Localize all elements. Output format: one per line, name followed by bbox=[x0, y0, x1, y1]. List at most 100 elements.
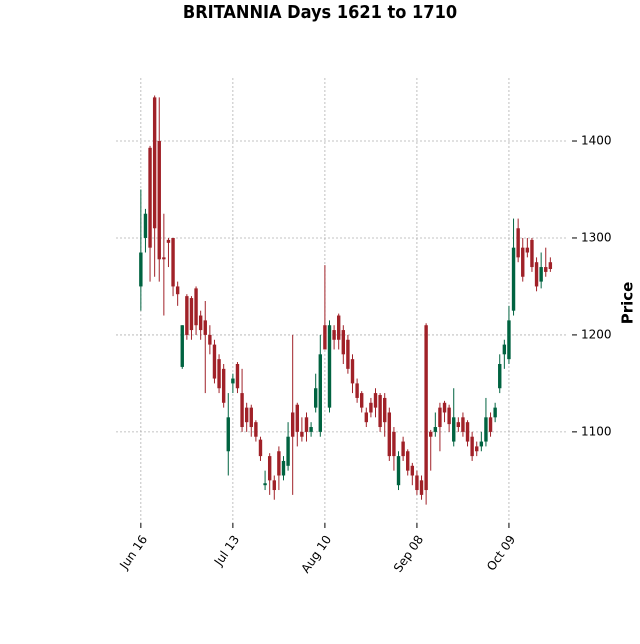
candle-body bbox=[258, 439, 263, 457]
candle-body bbox=[143, 213, 148, 238]
candle-body bbox=[231, 378, 235, 384]
candle-body bbox=[194, 288, 198, 326]
candle-body bbox=[424, 325, 428, 491]
candle-body bbox=[488, 417, 493, 432]
candle-body bbox=[378, 395, 382, 428]
candle-body bbox=[249, 407, 253, 428]
candle-body bbox=[263, 483, 267, 486]
candle-body bbox=[452, 417, 456, 442]
candle-body bbox=[493, 407, 497, 418]
candle-body bbox=[313, 388, 318, 408]
candle-body bbox=[396, 456, 401, 486]
candle-body bbox=[479, 441, 484, 447]
candle-body bbox=[415, 475, 419, 491]
candle-body bbox=[240, 393, 244, 428]
candle-body bbox=[383, 397, 387, 423]
candle-body bbox=[226, 417, 230, 452]
candle-body bbox=[470, 436, 474, 457]
candle-body bbox=[185, 296, 189, 335]
candle-body bbox=[525, 247, 530, 253]
candle-body bbox=[323, 325, 327, 350]
candle-body bbox=[364, 412, 369, 423]
candle-body bbox=[277, 451, 281, 476]
candle-body bbox=[456, 422, 461, 428]
candle-body bbox=[281, 460, 286, 476]
y-axis-label: Price bbox=[619, 282, 637, 325]
candle-body bbox=[350, 359, 355, 384]
candle-body bbox=[392, 431, 396, 457]
x-tick-label: Sep 08 bbox=[391, 533, 426, 575]
candle-body bbox=[198, 315, 203, 331]
candle-body bbox=[175, 286, 180, 295]
candle-body bbox=[484, 417, 488, 442]
candle-body bbox=[442, 402, 447, 413]
candle-body bbox=[534, 262, 539, 287]
candle-body bbox=[162, 257, 166, 260]
candle-body bbox=[272, 480, 276, 491]
candle-body bbox=[244, 407, 249, 423]
candle-body bbox=[475, 446, 479, 452]
candle-body bbox=[429, 431, 433, 437]
candle-body bbox=[300, 431, 304, 437]
candle-body bbox=[235, 364, 240, 389]
candle-body bbox=[295, 404, 299, 432]
candle-body bbox=[373, 393, 378, 408]
x-tick-label: Jul 13 bbox=[211, 533, 242, 569]
candle-body bbox=[438, 407, 442, 428]
candle-body bbox=[419, 480, 424, 495]
x-tick-label: Aug 10 bbox=[298, 533, 334, 576]
candle-body bbox=[217, 359, 221, 389]
candle-body bbox=[387, 412, 392, 457]
candle-body bbox=[341, 330, 346, 355]
candle-body bbox=[148, 147, 152, 248]
y-tick-label: 1200 bbox=[581, 327, 612, 341]
candle-body bbox=[208, 334, 212, 345]
candle-body bbox=[516, 228, 520, 258]
x-tick-label: Oct 09 bbox=[484, 533, 518, 574]
candle-body bbox=[410, 465, 415, 476]
candle-body bbox=[498, 364, 502, 389]
candle-body bbox=[166, 239, 171, 243]
candle-body bbox=[203, 320, 207, 335]
candle-body bbox=[465, 422, 470, 442]
candle-body bbox=[212, 344, 217, 379]
candle-body bbox=[286, 436, 290, 466]
candle-body bbox=[139, 252, 143, 287]
candle-body bbox=[189, 298, 194, 331]
candle-body bbox=[254, 422, 258, 437]
candle-body bbox=[539, 267, 543, 282]
y-tick-label: 1400 bbox=[581, 134, 612, 148]
candle-body bbox=[346, 339, 350, 369]
candle-body bbox=[267, 456, 272, 481]
candle-body bbox=[360, 393, 364, 408]
candle-body bbox=[180, 325, 184, 367]
candle-body bbox=[336, 315, 341, 340]
candle-body bbox=[221, 368, 226, 403]
candle-body bbox=[157, 141, 161, 260]
candle-body bbox=[327, 325, 332, 408]
candle-body bbox=[309, 427, 313, 432]
candle-body bbox=[447, 407, 451, 425]
candle-body bbox=[355, 383, 359, 398]
candle-body bbox=[290, 412, 295, 437]
candle-body bbox=[318, 354, 322, 432]
candle-body bbox=[152, 97, 157, 229]
y-tick-label: 1300 bbox=[581, 230, 612, 244]
candle-body bbox=[406, 451, 410, 471]
candle-body bbox=[369, 402, 373, 413]
candle-body bbox=[461, 417, 465, 432]
candle-body bbox=[304, 417, 309, 432]
x-tick-label: Jun 16 bbox=[116, 533, 150, 573]
candle-body bbox=[401, 441, 405, 457]
candle-body bbox=[530, 239, 534, 268]
candle-body bbox=[521, 247, 525, 277]
candle-body bbox=[502, 344, 507, 355]
candle-body bbox=[171, 237, 175, 287]
chart-title: BRITANNIA Days 1621 to 1710 bbox=[183, 2, 457, 23]
candle-body bbox=[332, 330, 336, 340]
candle-body bbox=[507, 320, 511, 360]
candle-body bbox=[433, 427, 438, 432]
candle-body bbox=[511, 247, 516, 311]
candle-body bbox=[548, 262, 553, 269]
